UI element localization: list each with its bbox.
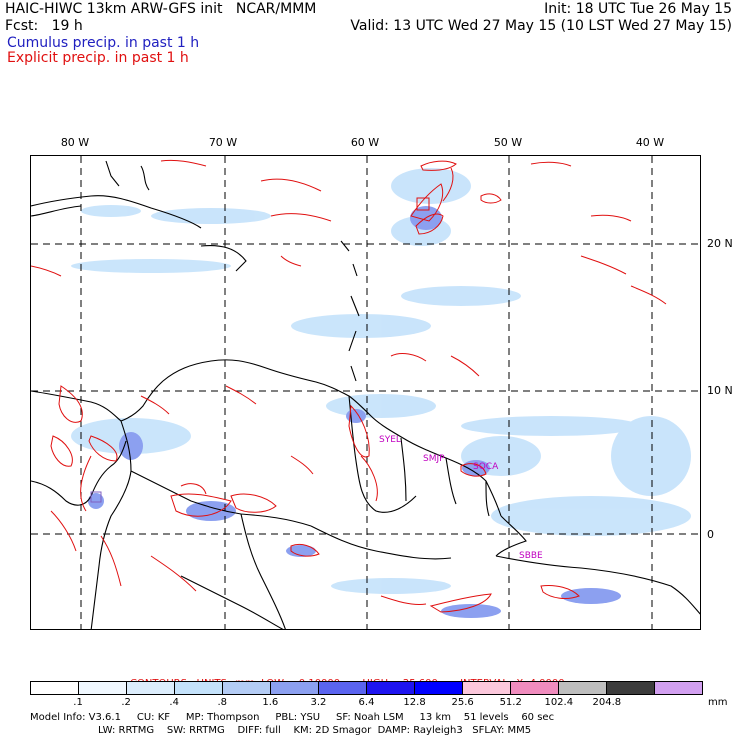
station-syel-label: SYEL [379, 435, 401, 445]
lon-label-70w: 70 W [208, 136, 238, 149]
init-time: Init: 18 UTC Tue 26 May 15 [544, 1, 732, 17]
model-info-line2: LW: RRTMG SW: RRTMG DIFF: full KM: 2D Sm… [98, 725, 532, 736]
model-info-line1: Model Info: V3.6.1 CU: KF MP: Thompson P… [30, 712, 555, 723]
colorbar-cell [463, 682, 511, 694]
explicit-precip-contours [31, 159, 667, 613]
latlon-grid [31, 156, 700, 629]
lon-label-40w: 40 W [635, 136, 665, 149]
colorbar-cell [559, 682, 607, 694]
lon-label-60w: 60 W [350, 136, 380, 149]
station-soca-label: SOCA [473, 462, 499, 472]
valid-time: Valid: 13 UTC Wed 27 May 15 (10 LST Wed … [350, 18, 732, 34]
colorbar-tick-label: .4 [169, 697, 179, 708]
colorbar-cell [175, 682, 223, 694]
colorbar-cell [607, 682, 655, 694]
map-canvas: SYEL SMJP SOCA SBBE [31, 156, 700, 629]
colorbar-cell [415, 682, 463, 694]
coastlines [31, 160, 700, 629]
colorbar-tick-label: 51.2 [499, 697, 522, 708]
cumulus-precip-layer [71, 168, 691, 594]
colorbar-tick-label: 25.6 [451, 697, 474, 708]
colorbar-unit: mm [708, 697, 728, 708]
map-title: HAIC-HIWC 13km ARW-GFS init NCAR/MMM [5, 1, 317, 17]
colorbar-tick-label: 3.2 [310, 697, 327, 708]
station-sbbe-label: SBBE [519, 551, 543, 561]
colorbar-tick-label: 12.8 [403, 697, 426, 708]
precip-map: SYEL SMJP SOCA SBBE [30, 155, 701, 630]
forecast-hour: Fcst: 19 h [5, 18, 83, 34]
marker-box-west [90, 491, 102, 503]
lon-label-50w: 50 W [493, 136, 523, 149]
colorbar-cell [511, 682, 559, 694]
colorbar-cell [31, 682, 79, 694]
colorbar-cell [127, 682, 175, 694]
colorbar-labels: .1 .2 .4 .8 1.6 3.2 6.4 12.8 25.6 51.2 102.4 204.8 [30, 697, 703, 709]
lat-label-equator: 0 [707, 528, 714, 541]
lat-label-10n: 10 N [707, 384, 733, 397]
lon-label-80w: 80 W [60, 136, 90, 149]
colorbar-cell [271, 682, 319, 694]
explicit-legend: Explicit precip. in past 1 h [7, 50, 189, 66]
colorbar-tick-label: 204.8 [592, 697, 622, 708]
colorbar-tick-label: 6.4 [358, 697, 375, 708]
colorbar-tick-label: .2 [121, 697, 131, 708]
colorbar-tick-label: 1.6 [262, 697, 279, 708]
colorbar-tick-label: .1 [73, 697, 83, 708]
colorbar-cell [223, 682, 271, 694]
marker-box [416, 197, 430, 211]
colorbar [30, 681, 703, 695]
colorbar-cell [79, 682, 127, 694]
station-markers: SYEL SMJP SOCA SBBE [379, 435, 543, 561]
colorbar-cell [319, 682, 367, 694]
colorbar-cell [655, 682, 702, 694]
colorbar-cell [367, 682, 415, 694]
lat-label-20n: 20 N [707, 237, 733, 250]
cumulus-legend: Cumulus precip. in past 1 h [7, 35, 200, 51]
colorbar-tick-label: 102.4 [544, 697, 574, 708]
station-smjp-label: SMJP [423, 454, 445, 464]
colorbar-tick-label: .8 [217, 697, 228, 708]
